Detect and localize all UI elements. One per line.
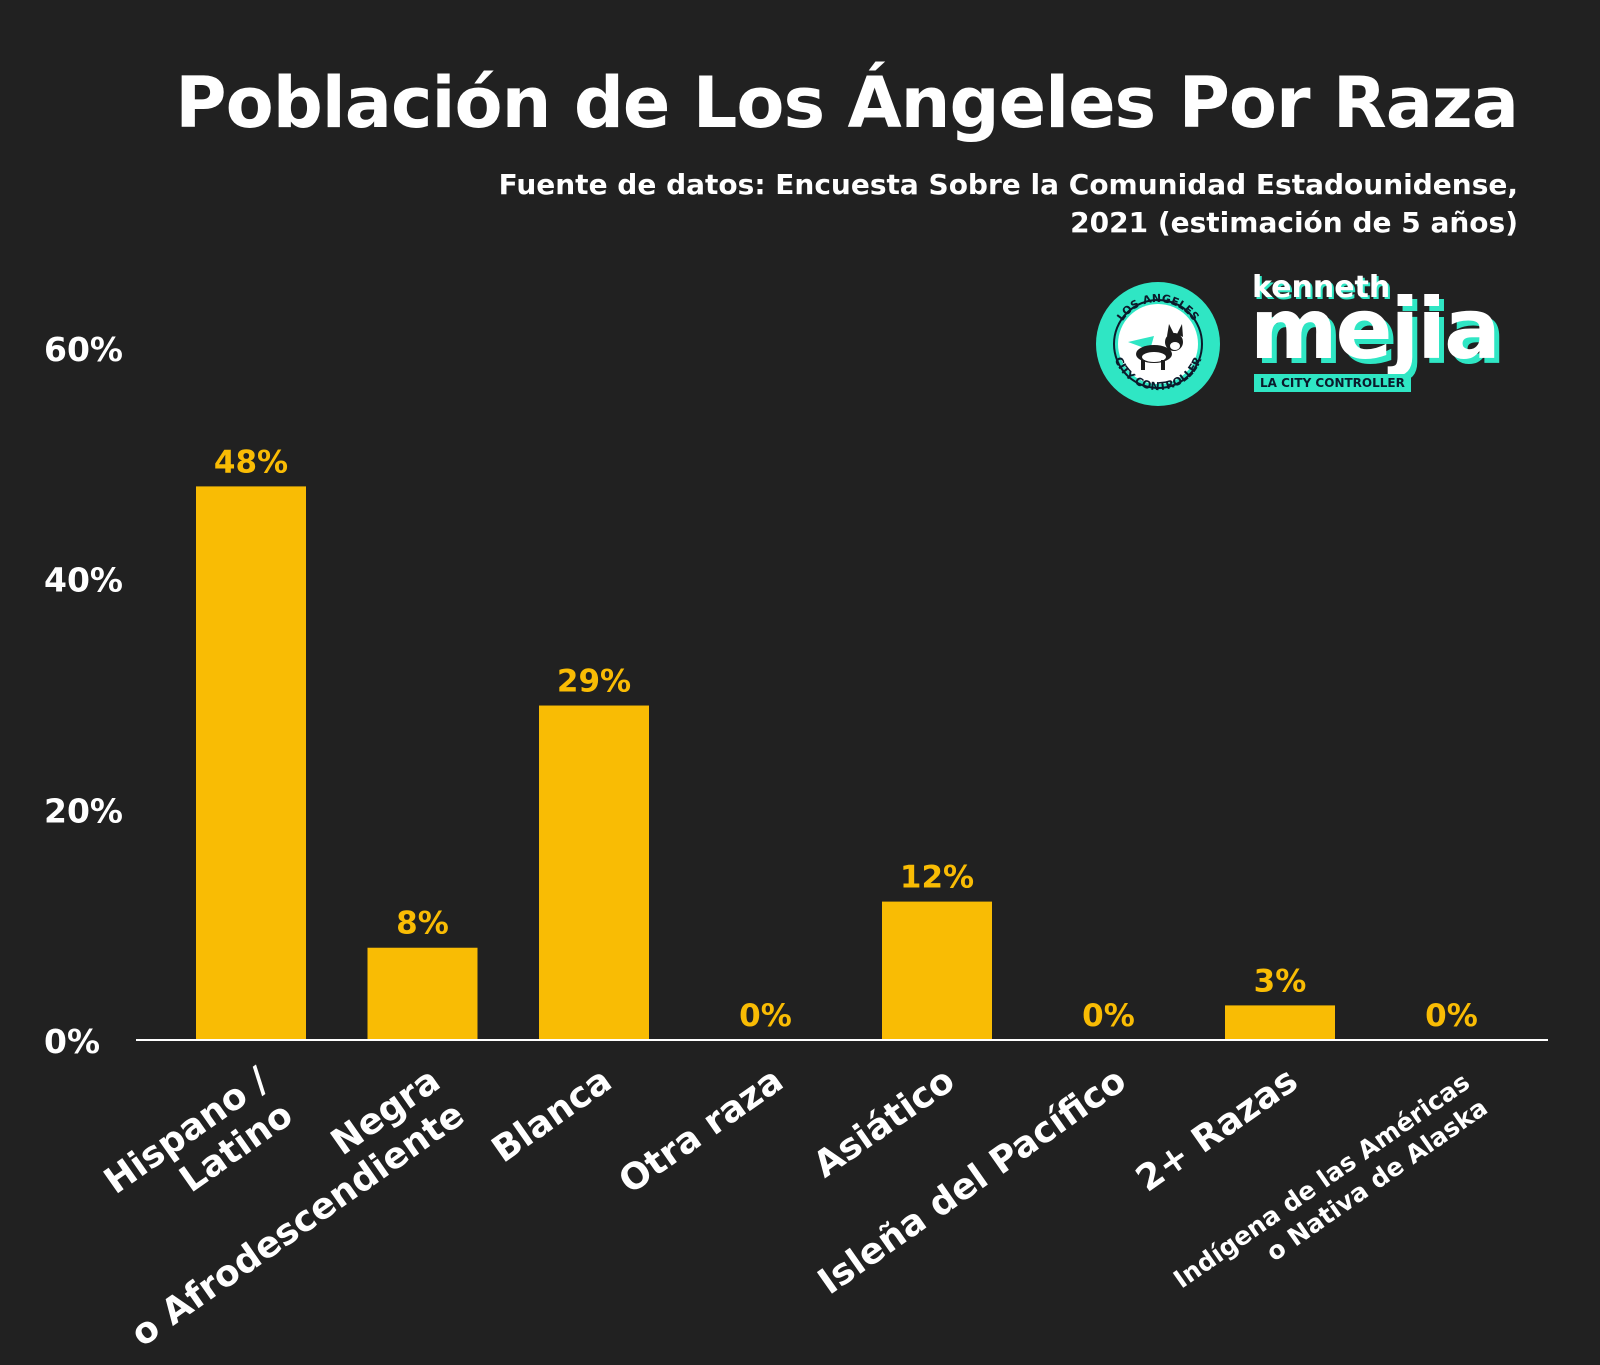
y-axis: 0% 20% 40% 60% — [44, 330, 123, 1061]
brand-first-name: kenneth — [1252, 270, 1391, 305]
x-tick-label: Asiático — [806, 1060, 962, 1186]
corgi-icon — [1128, 324, 1183, 370]
data-labels: 48% 8% 29% 0% 12% 0% 3% 0% — [214, 444, 1478, 1034]
kenneth-mejia-logo: kenneth mejia LA CITY CONTROLLER — [1250, 270, 1542, 400]
x-tick-label: 2+ Razas — [1129, 1060, 1305, 1201]
bar — [539, 705, 649, 1040]
bar-series — [196, 486, 1335, 1040]
seal-center — [1118, 304, 1198, 384]
x-tick-label: Blanca — [485, 1060, 619, 1171]
data-label: 8% — [396, 906, 449, 942]
data-label: 0% — [1425, 998, 1478, 1034]
brand-tagline: LA CITY CONTROLLER — [1254, 374, 1411, 392]
seal-inner-border — [1113, 299, 1203, 389]
x-tick-label-line: Isleña del Pacífico — [811, 1060, 1134, 1303]
city-controller-seal-logo: LOS ANGELES CITY CONTROLLER — [1096, 282, 1220, 406]
data-label: 29% — [557, 664, 631, 700]
x-tick-label-line: o Nativa de Alaska — [1261, 1093, 1493, 1267]
data-label: 0% — [739, 998, 792, 1034]
x-tick-label-line: Otra raza — [612, 1060, 791, 1202]
x-tick-label-line: 2+ Razas — [1129, 1060, 1305, 1201]
data-label: 48% — [214, 444, 288, 480]
x-tick-label-line: Indígena de las Américas — [1168, 1067, 1475, 1294]
chart-title: Población de Los Ángeles Por Raza — [175, 62, 1519, 144]
y-tick-label: 0% — [44, 1022, 100, 1061]
bar — [1225, 1005, 1335, 1040]
y-tick-label: 20% — [44, 791, 123, 830]
x-tick-label: Otra raza — [612, 1060, 791, 1202]
bar — [882, 901, 992, 1040]
x-tick-label-line: Asiático — [806, 1060, 962, 1186]
data-label: 12% — [900, 860, 974, 896]
x-tick-label-line: Blanca — [485, 1060, 619, 1171]
y-tick-label: 60% — [44, 330, 123, 369]
data-label: 3% — [1254, 963, 1307, 999]
brand-last-name: mejia — [1250, 280, 1501, 378]
chart-subtitle-line-1: Fuente de datos: Encuesta Sobre la Comun… — [498, 168, 1518, 201]
chart-subtitle-line-2: 2021 (estimación de 5 años) — [1070, 206, 1518, 239]
y-tick-label: 40% — [44, 561, 123, 600]
data-label: 0% — [1082, 998, 1135, 1034]
bar — [196, 486, 306, 1040]
x-tick-label: Isleña del Pacífico — [811, 1060, 1134, 1303]
x-tick-label: Hispano /Latino — [97, 1059, 300, 1202]
bar — [367, 947, 478, 1040]
